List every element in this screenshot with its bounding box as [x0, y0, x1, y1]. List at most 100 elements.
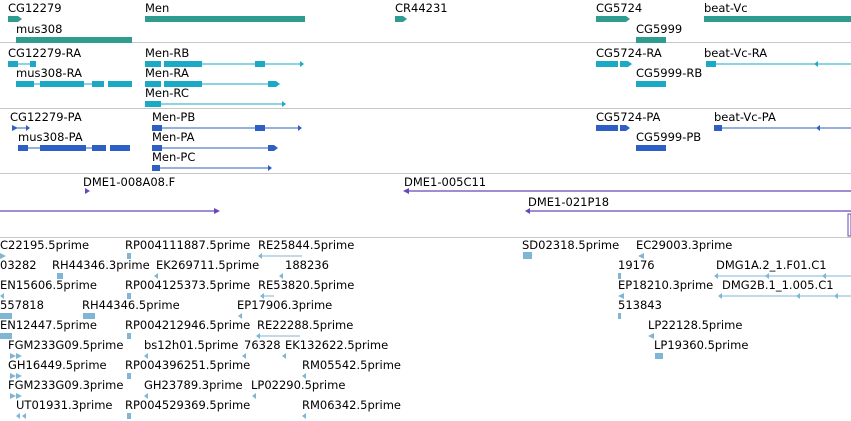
- gene-label-beat-vc[interactable]: beat-Vc: [704, 1, 748, 15]
- transcript-label-men-rc[interactable]: Men-RC: [145, 86, 189, 100]
- est-label[interactable]: RE25844.5prime: [258, 238, 355, 252]
- est-label[interactable]: LP02290.5prime: [251, 378, 346, 392]
- gene-glyph-men: [145, 16, 305, 22]
- gene-label-mus308[interactable]: mus308: [16, 22, 63, 36]
- est-label[interactable]: RP004529369.5prime: [125, 398, 251, 412]
- gene-glyph-cg12279: [8, 16, 18, 22]
- est-label[interactable]: RP004111887.5prime: [125, 238, 251, 252]
- transcript-label-men-ra[interactable]: Men-RA: [145, 66, 189, 80]
- est-label[interactable]: DMG2B.1_1.005.C1: [722, 278, 834, 292]
- est-label[interactable]: C22195.5prime: [0, 238, 90, 252]
- protein-glyph-men-pc: [152, 165, 272, 171]
- est-label[interactable]: EP17906.3prime: [237, 298, 333, 312]
- est-label[interactable]: 76328: [244, 338, 281, 352]
- est-label[interactable]: FGM233G09.3prime: [8, 378, 124, 392]
- est-label[interactable]: EK132622.5prime: [285, 338, 389, 352]
- transcript-glyph-cg5999-rb: [636, 81, 666, 87]
- est-label[interactable]: EN12447.5prime: [0, 318, 97, 332]
- est-label[interactable]: RH44346.5prime: [82, 298, 180, 312]
- est-label[interactable]: RP004212946.5prime: [125, 318, 251, 332]
- track-separator-2: [0, 108, 851, 109]
- transcript-glyph-men-rc: [145, 101, 286, 107]
- protein-glyph-mus308-pa: [18, 145, 130, 151]
- est-label[interactable]: EC29003.3prime: [636, 238, 733, 252]
- est-label[interactable]: RP004125373.5prime: [125, 278, 251, 292]
- est-label[interactable]: EN15606.5prime: [0, 278, 97, 292]
- est-label[interactable]: RE53820.5prime: [258, 278, 355, 292]
- est-label[interactable]: RM06342.5prime: [302, 398, 401, 412]
- est-label[interactable]: RE22288.5prime: [257, 318, 354, 332]
- gene-label-men[interactable]: Men: [145, 1, 170, 15]
- gene-label-cg5999[interactable]: CG5999: [636, 22, 683, 36]
- est-label[interactable]: RH44346.3prime: [52, 258, 150, 272]
- track-separator-1: [0, 42, 851, 43]
- transcript-glyph-cg12279-ra: [8, 61, 36, 67]
- est-row-2: [57, 273, 851, 279]
- clone-track-glyphs: [0, 188, 851, 237]
- est-label[interactable]: LP22128.5prime: [648, 318, 743, 332]
- protein-label-men-pa[interactable]: Men-PA: [152, 130, 195, 144]
- est-label[interactable]: FGM233G09.5prime: [8, 338, 124, 352]
- transcript-label-cg12279-ra[interactable]: CG12279-RA: [8, 46, 82, 60]
- est-label[interactable]: 03282: [0, 258, 37, 272]
- est-label[interactable]: RP004396251.5prime: [125, 358, 251, 372]
- est-label[interactable]: DMG1A.2_1.F01.C1: [716, 258, 827, 272]
- clone-label-dme1-021p18[interactable]: DME1-021P18: [528, 195, 610, 209]
- gene-label-cg5724[interactable]: CG5724: [596, 1, 643, 15]
- est-row-4: [0, 313, 621, 319]
- est-label[interactable]: GH16449.5prime: [8, 358, 107, 372]
- est-label[interactable]: RM05542.5prime: [302, 358, 401, 372]
- est-label[interactable]: bs12h01.5prime: [144, 338, 239, 352]
- est-label[interactable]: SD02318.5prime: [522, 238, 620, 252]
- est-label[interactable]: 188236: [285, 258, 329, 272]
- transcript-track: CG12279-RA Men-RB CG5724-RA beat-Vc-RA m…: [0, 43, 851, 108]
- track-separator-3: [0, 173, 851, 174]
- clone-track: DME1-008A08.F DME1-005C11 DME1-021P18: [0, 174, 851, 237]
- transcript-glyph-mus308-ra: [16, 81, 132, 87]
- est-label[interactable]: 19176: [618, 258, 655, 272]
- est-row-6: [10, 353, 663, 359]
- gene-label-cg12279[interactable]: CG12279: [8, 1, 62, 15]
- est-label[interactable]: EK269711.5prime: [156, 258, 260, 272]
- gene-label-cr44231[interactable]: CR44231: [395, 1, 448, 15]
- transcript-label-cg5724-ra[interactable]: CG5724-RA: [596, 46, 662, 60]
- est-label[interactable]: LP19360.5prime: [654, 338, 749, 352]
- clone-glyph-dme1-005c11: [403, 188, 851, 194]
- protein-label-cg5724-pa[interactable]: CG5724-PA: [596, 110, 661, 124]
- protein-label-cg5999-pb[interactable]: CG5999-PB: [636, 130, 702, 144]
- est-row-1: [0, 252, 644, 259]
- transcript-glyph-beat-vc-ra: [706, 61, 851, 67]
- clone-label-dme1-005c11[interactable]: DME1-005C11: [404, 175, 487, 189]
- transcript-label-mus308-ra[interactable]: mus308-RA: [16, 66, 82, 80]
- protein-label-beat-vc-pa[interactable]: beat-Vc-PA: [714, 110, 776, 124]
- protein-label-men-pc[interactable]: Men-PC: [152, 150, 196, 164]
- gene-track: CG12279 Men CR44231 CG5724 beat-Vc mus30…: [0, 0, 851, 42]
- est-label[interactable]: UT01931.3prime: [16, 398, 113, 412]
- transcript-glyph-men-rb: [145, 61, 304, 67]
- transcript-label-men-rb[interactable]: Men-RB: [145, 46, 190, 60]
- protein-glyph-beat-vc-pa: [714, 125, 851, 131]
- clone-label-dme1-008a08f[interactable]: DME1-008A08.F: [83, 175, 176, 189]
- est-label[interactable]: GH23789.3prime: [144, 378, 243, 392]
- transcript-glyph-cg5724-ra: [596, 61, 632, 67]
- est-label[interactable]: EP18210.3prime: [618, 278, 714, 292]
- transcript-label-cg5999-rb[interactable]: CG5999-RB: [636, 66, 703, 80]
- protein-label-cg12279-pa[interactable]: CG12279-PA: [10, 110, 82, 124]
- est-row-3: [0, 293, 851, 299]
- clone-glyph-dme1-008a08f: [85, 188, 90, 194]
- protein-label-men-pb[interactable]: Men-PB: [152, 110, 196, 124]
- gene-glyph-cg5999: [636, 37, 666, 43]
- transcript-label-beat-vc-ra[interactable]: beat-Vc-RA: [704, 46, 768, 60]
- protein-glyph-men-pa: [152, 145, 278, 151]
- protein-glyph-cg5724-pa: [596, 125, 630, 131]
- clone-glyph-span-left: [0, 208, 220, 214]
- est-label[interactable]: 513843: [618, 298, 662, 312]
- protein-label-mus308-pa[interactable]: mus308-PA: [18, 130, 83, 144]
- track-separator-4: [0, 237, 851, 238]
- clone-glyph-edge: [847, 213, 851, 237]
- est-label[interactable]: 557818: [0, 298, 44, 312]
- est-row-7: [10, 373, 306, 379]
- clone-glyph-dme1-021p18: [525, 208, 851, 214]
- protein-glyph-cg12279-pa: [12, 125, 30, 131]
